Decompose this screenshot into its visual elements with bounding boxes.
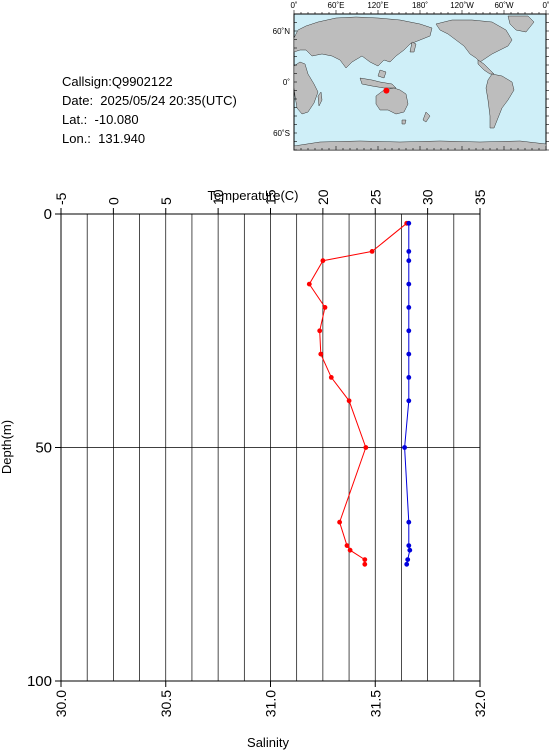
map-latitude-label: 60˚S xyxy=(273,129,290,138)
salinity-point xyxy=(402,445,407,450)
map-land xyxy=(293,15,547,151)
date-text: Date: 2025/05/24 20:35(UTC) xyxy=(62,93,237,108)
temperature-point xyxy=(306,281,312,287)
top-axis-tick-label: -5 xyxy=(53,192,69,205)
left-axis-tick-label: 100 xyxy=(27,673,52,690)
map-latitude-label: 60˚N xyxy=(273,27,291,36)
bottom-axis-tick-label: 32.0 xyxy=(472,690,488,717)
salinity-point xyxy=(406,351,412,357)
top-axis-tick-label: 25 xyxy=(367,189,383,205)
temperature-point xyxy=(322,305,328,310)
callsign-text: Callsign:Q9902122 xyxy=(62,74,173,89)
salinity-point xyxy=(406,281,412,287)
salinity-series-line xyxy=(404,223,411,565)
map-longitude-label: 180˚ xyxy=(412,1,428,10)
top-axis-label: Temperature(C) xyxy=(207,188,298,203)
map-longitude-label: 60˚W xyxy=(494,1,514,10)
map-longitude-label: 0˚ xyxy=(542,1,549,10)
map-latitude-label: 0˚ xyxy=(283,78,290,87)
bottom-axis-tick-label: 31.0 xyxy=(263,690,279,717)
top-axis-tick-label: 15 xyxy=(263,189,279,205)
map-longitude-label: 0˚ xyxy=(290,1,297,10)
bottom-axis-label: Salinity xyxy=(247,735,289,750)
float-location-marker xyxy=(383,87,390,94)
salinity-point xyxy=(406,258,412,264)
location-map: 0˚ 60˚E 120˚E 180˚ 120˚W 60˚W 0˚ 60˚N 0˚ 60˚S xyxy=(273,1,550,151)
temperature-point xyxy=(362,557,368,562)
latitude-text: Lat.: -10.080 xyxy=(62,112,139,127)
top-axis-tick-label: 10 xyxy=(210,189,226,205)
salinity-point xyxy=(406,398,412,404)
temperature-point xyxy=(346,398,352,404)
map-labels: 0˚ 60˚E 120˚E 180˚ 120˚W 60˚W 0˚ 60˚N 0˚ 60˚S xyxy=(273,1,550,138)
temperature-point xyxy=(320,258,326,264)
bottom-axis-tick-label: 30.5 xyxy=(158,690,174,717)
temperature-point xyxy=(318,351,324,357)
temperature-point xyxy=(317,328,323,334)
top-axis-tick-label: 30 xyxy=(420,189,436,205)
chart-series xyxy=(306,220,413,567)
salinity-point xyxy=(406,543,412,548)
temperature-point xyxy=(369,249,375,254)
temperature-point xyxy=(363,445,369,450)
top-axis-tick-label: 0 xyxy=(105,197,121,205)
left-axis-label: Depth(m) xyxy=(0,420,14,474)
float-info-panel: Callsign:Q9902122 Date: 2025/05/24 20:35… xyxy=(62,72,237,148)
left-axis-tick-label: 50 xyxy=(35,440,52,457)
temperature-point xyxy=(344,543,350,548)
map-longitude-label: 120˚E xyxy=(367,1,388,10)
longitude-text: Lon.: 131.940 xyxy=(62,131,146,146)
salinity-point xyxy=(406,249,412,254)
salinity-point xyxy=(406,305,412,310)
map-ticks xyxy=(293,10,549,151)
salinity-point xyxy=(407,547,413,553)
temperature-point xyxy=(347,547,353,553)
bottom-axis-tick-label: 31.5 xyxy=(367,690,383,717)
salinity-point xyxy=(406,220,412,226)
salinity-point xyxy=(406,328,412,334)
top-axis-tick-label: 35 xyxy=(472,189,488,205)
top-axis-tick-label: 20 xyxy=(315,189,331,205)
temperature-point xyxy=(328,375,334,380)
temperature-point xyxy=(404,220,410,226)
temperature-series-line xyxy=(308,222,408,565)
temperature-point xyxy=(337,519,342,525)
salinity-point xyxy=(405,557,411,562)
salinity-point xyxy=(406,519,412,525)
top-axis-tick-label: 5 xyxy=(158,197,174,205)
map-longitude-label: 120˚W xyxy=(450,1,474,10)
left-axis-tick-label: 0 xyxy=(44,206,52,223)
salinity-point xyxy=(404,561,410,567)
salinity-point xyxy=(406,375,412,380)
map-longitude-label: 60˚E xyxy=(328,1,345,10)
plot-frame xyxy=(60,213,481,682)
chart-grid xyxy=(60,214,481,681)
temperature-point xyxy=(362,561,368,567)
bottom-axis-tick-label: 30.0 xyxy=(53,690,69,717)
